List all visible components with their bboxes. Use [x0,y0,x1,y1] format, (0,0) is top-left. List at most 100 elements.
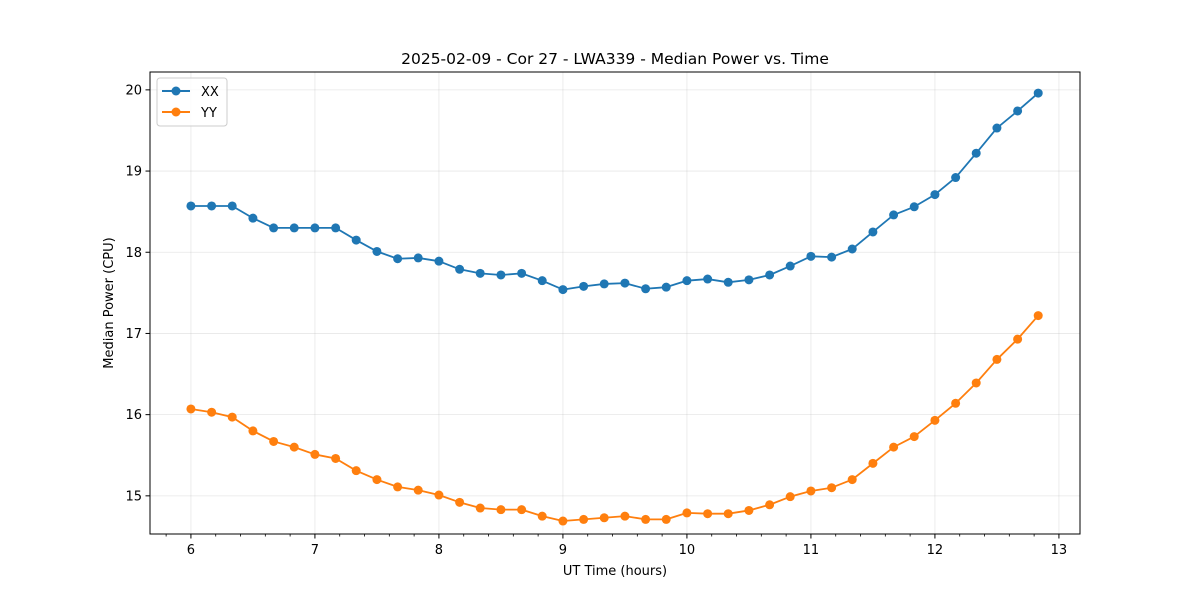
y-tick-label: 18 [125,246,142,261]
data-point-xx [785,261,795,271]
x-axis-label: UT Time (hours) [563,564,667,579]
legend: XX YY [156,77,228,127]
data-point-yy [806,486,816,496]
data-point-xx [413,253,423,263]
data-point-xx [827,252,837,262]
y-tick-label: 15 [125,489,142,504]
data-point-yy [289,442,299,452]
data-point-yy [868,458,878,468]
data-point-yy [682,508,692,518]
data-point-yy [951,398,961,408]
data-point-xx [331,223,341,233]
data-point-xx [930,190,940,200]
data-point-yy [1013,334,1023,344]
data-point-yy [248,426,258,436]
data-point-xx [889,210,899,220]
data-point-yy [703,509,713,519]
chart-title: 2025-02-09 - Cor 27 - LWA339 - Median Po… [401,50,829,68]
data-point-xx [207,201,217,211]
x-tick-label: 12 [927,543,944,558]
data-point-yy [992,354,1002,364]
data-point-yy [558,516,568,526]
axis-ticks: 6 7 8 9 10 11 12 13 15 16 17 18 19 20 [125,83,1067,558]
x-tick-label: 9 [559,543,567,558]
data-point-yy [785,492,795,502]
data-point-xx [641,284,651,294]
data-point-yy [889,442,899,452]
x-tick-label: 11 [803,543,820,558]
data-point-xx [475,268,485,278]
x-tick-label: 13 [1051,543,1068,558]
data-point-xx [682,276,692,286]
data-point-xx [620,278,630,288]
series-layer [186,88,1043,526]
data-point-xx [455,264,465,274]
data-point-yy [186,404,196,414]
data-point-yy [227,412,237,422]
data-point-yy [351,466,361,476]
data-point-xx [434,256,444,266]
data-point-yy [455,497,465,507]
data-point-yy [620,511,630,521]
y-tick-label: 19 [125,165,142,180]
data-point-yy [269,436,279,446]
legend-label-yy: YY [200,106,217,121]
data-point-xx [248,213,258,223]
data-point-xx [744,275,754,285]
data-point-xx [847,244,857,254]
data-point-yy [744,505,754,515]
data-point-xx [289,223,299,233]
data-point-xx [951,173,961,183]
data-point-xx [227,201,237,211]
data-point-yy [599,513,609,523]
data-point-yy [827,483,837,493]
data-point-xx [806,251,816,261]
data-point-yy [847,475,857,485]
data-point-xx [868,227,878,237]
data-point-yy [971,378,981,388]
data-point-xx [517,268,527,278]
data-point-yy [310,449,320,459]
data-point-yy [496,505,506,515]
data-point-xx [723,277,733,287]
data-point-xx [1013,106,1023,116]
data-point-yy [537,511,547,521]
data-point-xx [496,270,506,280]
data-point-xx [372,246,382,256]
data-point-xx [1033,88,1043,98]
x-tick-label: 10 [679,543,696,558]
data-point-yy [765,500,775,510]
x-tick-label: 8 [435,543,443,558]
data-point-xx [599,279,609,289]
data-point-yy [1033,311,1043,321]
data-point-yy [434,490,444,500]
legend-marker-yy [171,107,181,117]
data-point-xx [971,148,981,158]
data-point-xx [351,235,361,245]
y-axis-label: Median Power (CPU) [102,237,117,368]
data-point-yy [413,485,423,495]
legend-marker-xx [171,86,181,96]
data-point-xx [765,270,775,280]
data-point-xx [558,285,568,295]
data-point-xx [393,254,403,264]
data-point-yy [661,514,671,524]
legend-label-xx: XX [201,85,219,100]
x-tick-label: 6 [187,543,195,558]
data-point-yy [723,509,733,519]
x-tick-label: 7 [311,543,319,558]
data-point-xx [310,223,320,233]
data-point-xx [703,274,713,284]
data-point-yy [393,482,403,492]
data-point-yy [331,453,341,463]
data-point-xx [537,276,547,286]
data-point-xx [909,202,919,212]
data-point-xx [579,281,589,291]
plot-frame [149,71,1081,535]
data-point-xx [269,223,279,233]
data-point-xx [186,201,196,211]
y-tick-label: 20 [125,83,142,98]
data-point-yy [909,432,919,442]
y-tick-label: 17 [125,327,142,342]
